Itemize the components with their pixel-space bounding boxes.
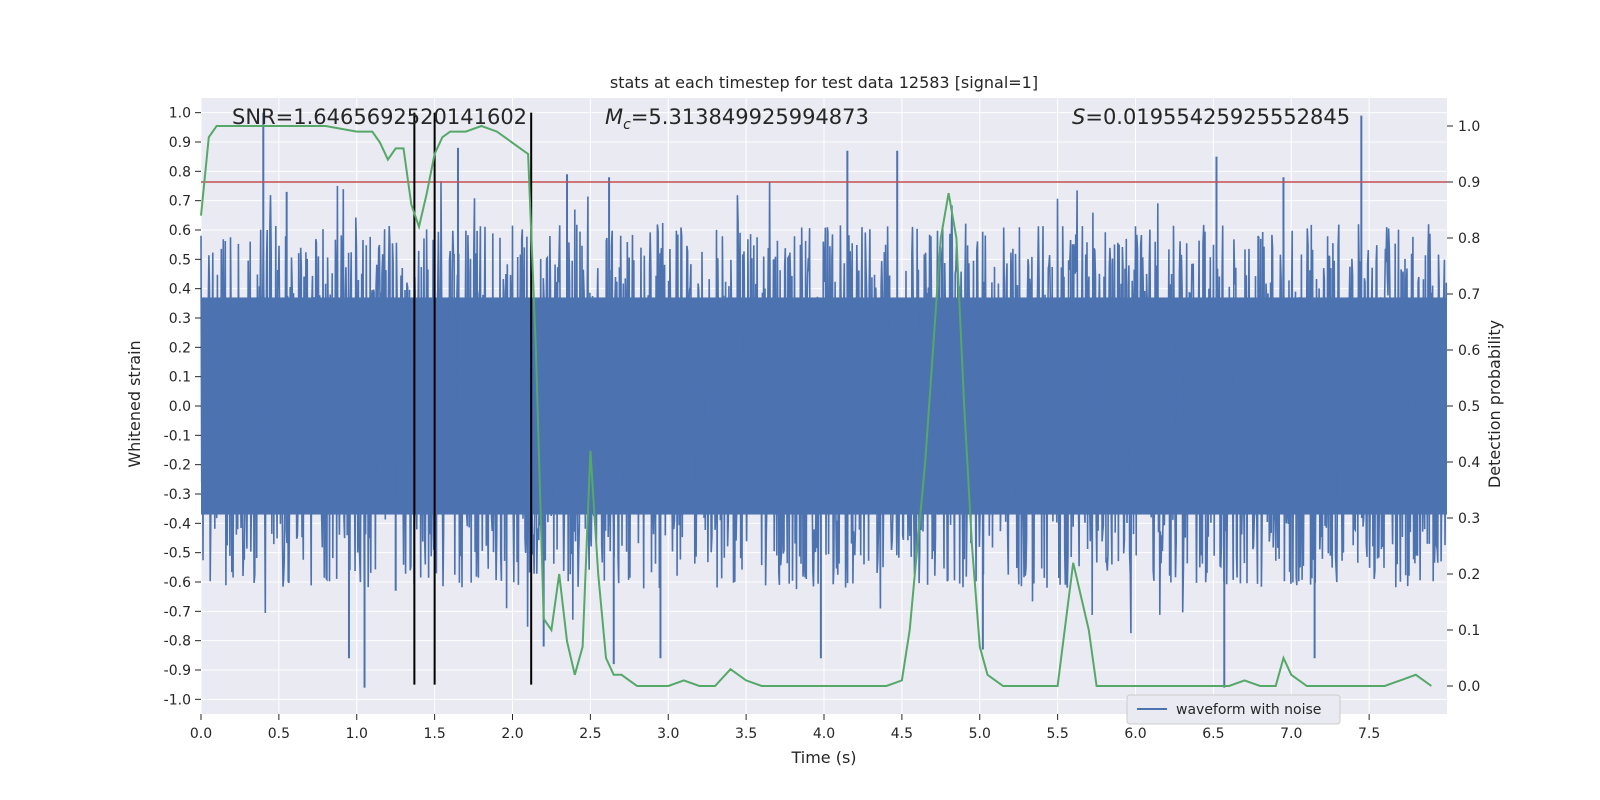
snr-annotation: SNR=1.6465692520141602	[232, 105, 527, 129]
y-axis-label: Whitened strain	[125, 340, 144, 467]
x-tick-label: 7.5	[1358, 726, 1380, 742]
chirp-mass-annotation: Mc=5.313849925994873	[605, 105, 869, 133]
x-tick-label: 1.0	[346, 726, 368, 742]
y2-tick-label: 0.6	[1458, 343, 1480, 359]
x-tick-label: 3.5	[735, 726, 757, 742]
x-tick-label: 5.5	[1046, 726, 1068, 742]
x-tick-label: 2.0	[501, 726, 523, 742]
legend: waveform with noise	[1126, 694, 1341, 725]
y-tick-label: -0.7	[164, 604, 191, 620]
y2-tick-label: 0.1	[1458, 623, 1480, 639]
y2-tick-label: 0.8	[1458, 231, 1480, 247]
x-tick-label: 0.0	[190, 726, 212, 742]
y2-tick-label: 0.0	[1458, 679, 1480, 695]
detection-probability-line	[200, 124, 1432, 687]
y2-axis-label: Detection probability	[1485, 320, 1504, 488]
y2-tick-label: 0.5	[1458, 399, 1480, 415]
y2-tick-label: 0.7	[1458, 287, 1480, 303]
y-tick-label: -0.6	[164, 575, 191, 591]
mc-subscript: c	[623, 117, 631, 133]
y2-tick-label: 0.4	[1458, 455, 1480, 471]
y-tick-label: 0.7	[169, 194, 191, 210]
x-tick-label: 3.0	[657, 726, 679, 742]
y-tick-label: -1.0	[164, 692, 191, 708]
x-tick-label: 0.5	[268, 726, 290, 742]
x-tick-label: 6.5	[1202, 726, 1224, 742]
y-tick-label: 0.6	[169, 223, 191, 239]
y-tick-label: 1.0	[169, 106, 191, 122]
y-tick-label: 0.9	[169, 135, 191, 151]
s-symbol: S	[1072, 105, 1085, 129]
x-tick-label: 2.5	[579, 726, 601, 742]
x-tick-label: 7.0	[1280, 726, 1302, 742]
s-value: =0.01955425925552845	[1085, 105, 1350, 129]
y2-tick-label: 0.3	[1458, 511, 1480, 527]
y-tick-label: -0.9	[164, 663, 191, 679]
x-tick-label: 6.0	[1124, 726, 1146, 742]
x-tick-label: 1.5	[423, 726, 445, 742]
y-tick-label: 0.0	[169, 399, 191, 415]
y2-tick-label: 0.9	[1458, 175, 1480, 191]
waveform-line	[200, 181, 1448, 634]
y2-tick-label: 0.2	[1458, 567, 1480, 583]
y-tick-label: 0.4	[169, 282, 191, 298]
y-tick-label: -0.2	[164, 458, 191, 474]
y-tick-label: 0.3	[169, 311, 191, 327]
y-tick-label: 0.8	[169, 164, 191, 180]
x-tick-label: 4.0	[813, 726, 835, 742]
y-tick-label: -0.1	[164, 428, 191, 444]
y-tick-label: -0.8	[164, 634, 191, 650]
y-tick-label: 0.1	[169, 370, 191, 386]
x-tick-label: 5.0	[969, 726, 991, 742]
legend-label: waveform with noise	[1176, 702, 1321, 718]
y-tick-label: 0.5	[169, 252, 191, 268]
y-tick-label: -0.4	[164, 516, 191, 532]
mc-value: =5.313849925994873	[631, 105, 869, 129]
x-tick-label: 4.5	[891, 726, 913, 742]
x-axis-label: Time (s)	[790, 748, 856, 767]
y-tick-label: -0.5	[164, 546, 191, 562]
chart-title: stats at each timestep for test data 125…	[610, 73, 1038, 92]
y2-tick-label: 1.0	[1458, 119, 1480, 135]
s-annotation: S=0.01955425925552845	[1072, 105, 1350, 129]
y-tick-label: -0.3	[164, 487, 191, 503]
legend-box	[1126, 694, 1341, 725]
mc-symbol: M	[605, 105, 623, 129]
y-tick-label: 0.2	[169, 340, 191, 356]
